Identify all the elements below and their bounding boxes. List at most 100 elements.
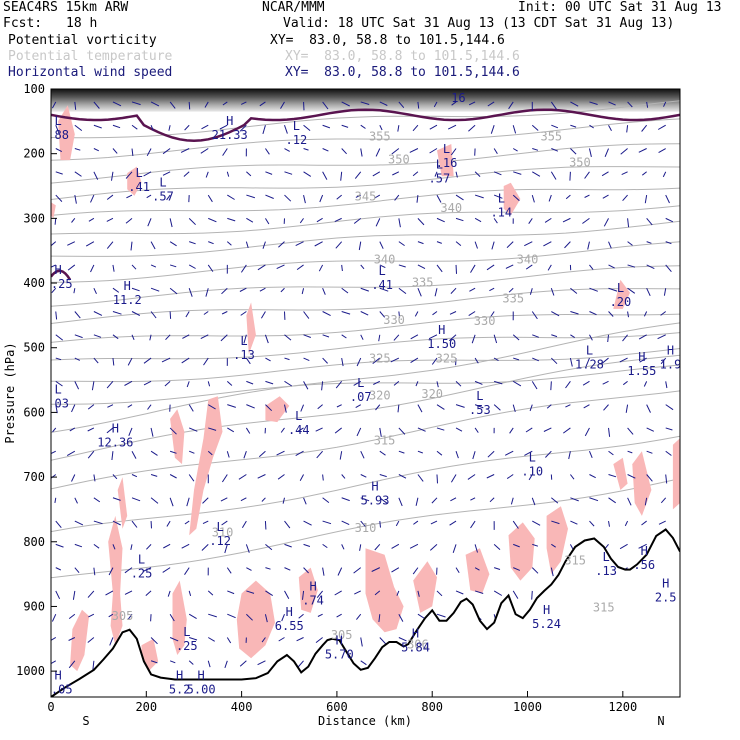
wind-arrow — [284, 125, 288, 134]
wind-arrow — [68, 613, 76, 619]
wind-arrow — [246, 567, 252, 571]
wind-arrow — [150, 427, 154, 437]
wind-arrow — [568, 451, 571, 460]
wind-arrow — [646, 241, 652, 244]
wind-arrow — [183, 171, 190, 177]
wind-arrow — [489, 311, 495, 319]
pv-region — [172, 580, 187, 655]
wind-arrow — [627, 497, 632, 506]
wind-arrow — [55, 404, 58, 414]
wind-arrow — [360, 148, 363, 157]
wind-arrow — [474, 590, 484, 594]
wind-arrow — [131, 474, 138, 478]
pv-region — [546, 506, 568, 575]
wind-arrow — [624, 520, 629, 527]
wind-arrow — [112, 264, 115, 272]
wind-arrow — [570, 101, 579, 107]
wind-arrow — [608, 497, 616, 504]
wind-arrow — [355, 404, 361, 409]
wind-arrow — [487, 450, 495, 458]
wind-arrow — [112, 287, 120, 293]
wind-arrow — [260, 311, 266, 319]
wind-arrow — [341, 148, 347, 155]
wind-arrow — [354, 171, 362, 179]
wind-arrow — [341, 357, 344, 367]
wind-arrow — [433, 101, 438, 108]
extremum-marker: H — [438, 323, 445, 337]
wind-arrow — [93, 311, 103, 316]
extremum-marker: L — [586, 344, 593, 358]
wind-arrow — [169, 427, 177, 435]
wind-arrow — [90, 194, 95, 203]
wind-arrow — [226, 380, 233, 386]
wind-arrow — [531, 124, 539, 131]
wind-arrow — [543, 427, 552, 432]
wind-arrow — [85, 241, 95, 247]
wind-arrow — [608, 241, 612, 249]
wind-arrow — [489, 287, 495, 292]
wind-arrow — [639, 357, 647, 363]
wind-arrow — [169, 613, 175, 622]
extremum-marker: H — [336, 633, 343, 647]
wind-arrow — [106, 194, 114, 200]
wind-arrow — [375, 148, 381, 157]
wind-arrow — [379, 521, 381, 528]
wind-arrow — [455, 590, 464, 595]
y-tick-label: 700 — [23, 470, 45, 484]
pv-region — [632, 451, 652, 516]
theta-label: 310 — [212, 526, 234, 540]
wind-arrow — [434, 171, 438, 177]
theta-contour — [51, 288, 680, 324]
wind-arrow — [608, 474, 617, 478]
wind-arrow — [262, 241, 266, 249]
wind-arrow — [353, 567, 362, 574]
wind-arrow — [161, 357, 171, 363]
wind-arrow — [641, 171, 647, 176]
wind-arrow — [619, 543, 628, 550]
wind-arrow — [447, 124, 457, 130]
extremum-value: 5.24 — [532, 617, 561, 631]
wind-arrow — [489, 497, 495, 503]
wind-arrow — [112, 148, 118, 154]
wind-arrow — [641, 124, 648, 132]
wind-arrow — [584, 427, 590, 437]
wind-arrow — [335, 241, 343, 249]
wind-arrow — [243, 451, 247, 459]
wind-arrow — [646, 218, 653, 226]
wind-arrow — [111, 171, 114, 181]
wind-arrow — [282, 497, 285, 504]
wind-arrow — [55, 590, 61, 600]
wind-arrow — [449, 311, 457, 315]
theta-label: 320 — [421, 387, 443, 401]
wind-arrow — [321, 381, 324, 391]
wind-arrow — [69, 427, 76, 432]
extremum-value: .16 — [436, 156, 458, 170]
pv-region — [51, 202, 56, 219]
wind-arrow — [87, 404, 95, 410]
wind-arrow — [55, 171, 63, 175]
wind-arrow — [169, 637, 179, 642]
wind-arrow — [391, 567, 400, 573]
wind-arrow — [68, 637, 76, 641]
wind-arrow — [468, 124, 476, 132]
wind-arrow — [431, 357, 438, 365]
wind-arrow — [415, 381, 419, 387]
wind-arrow — [436, 264, 443, 273]
wind-arrow — [393, 334, 400, 341]
wind-arrow — [284, 148, 290, 152]
wind-arrow — [505, 264, 514, 269]
wind-arrow — [125, 217, 133, 224]
wind-arrow — [316, 217, 323, 223]
wind-arrow — [150, 497, 159, 504]
wind-arrow — [359, 544, 362, 551]
wind-arrow — [493, 404, 501, 411]
wind-arrow — [524, 241, 533, 247]
wind-arrow — [646, 450, 653, 454]
wind-arrow — [335, 381, 343, 389]
wind-arrow — [265, 380, 274, 385]
extremum-marker: L — [443, 142, 450, 156]
wind-arrow — [491, 241, 495, 250]
wind-arrow — [565, 381, 571, 389]
extremum-marker: H — [286, 605, 293, 619]
wind-arrow — [207, 404, 216, 410]
